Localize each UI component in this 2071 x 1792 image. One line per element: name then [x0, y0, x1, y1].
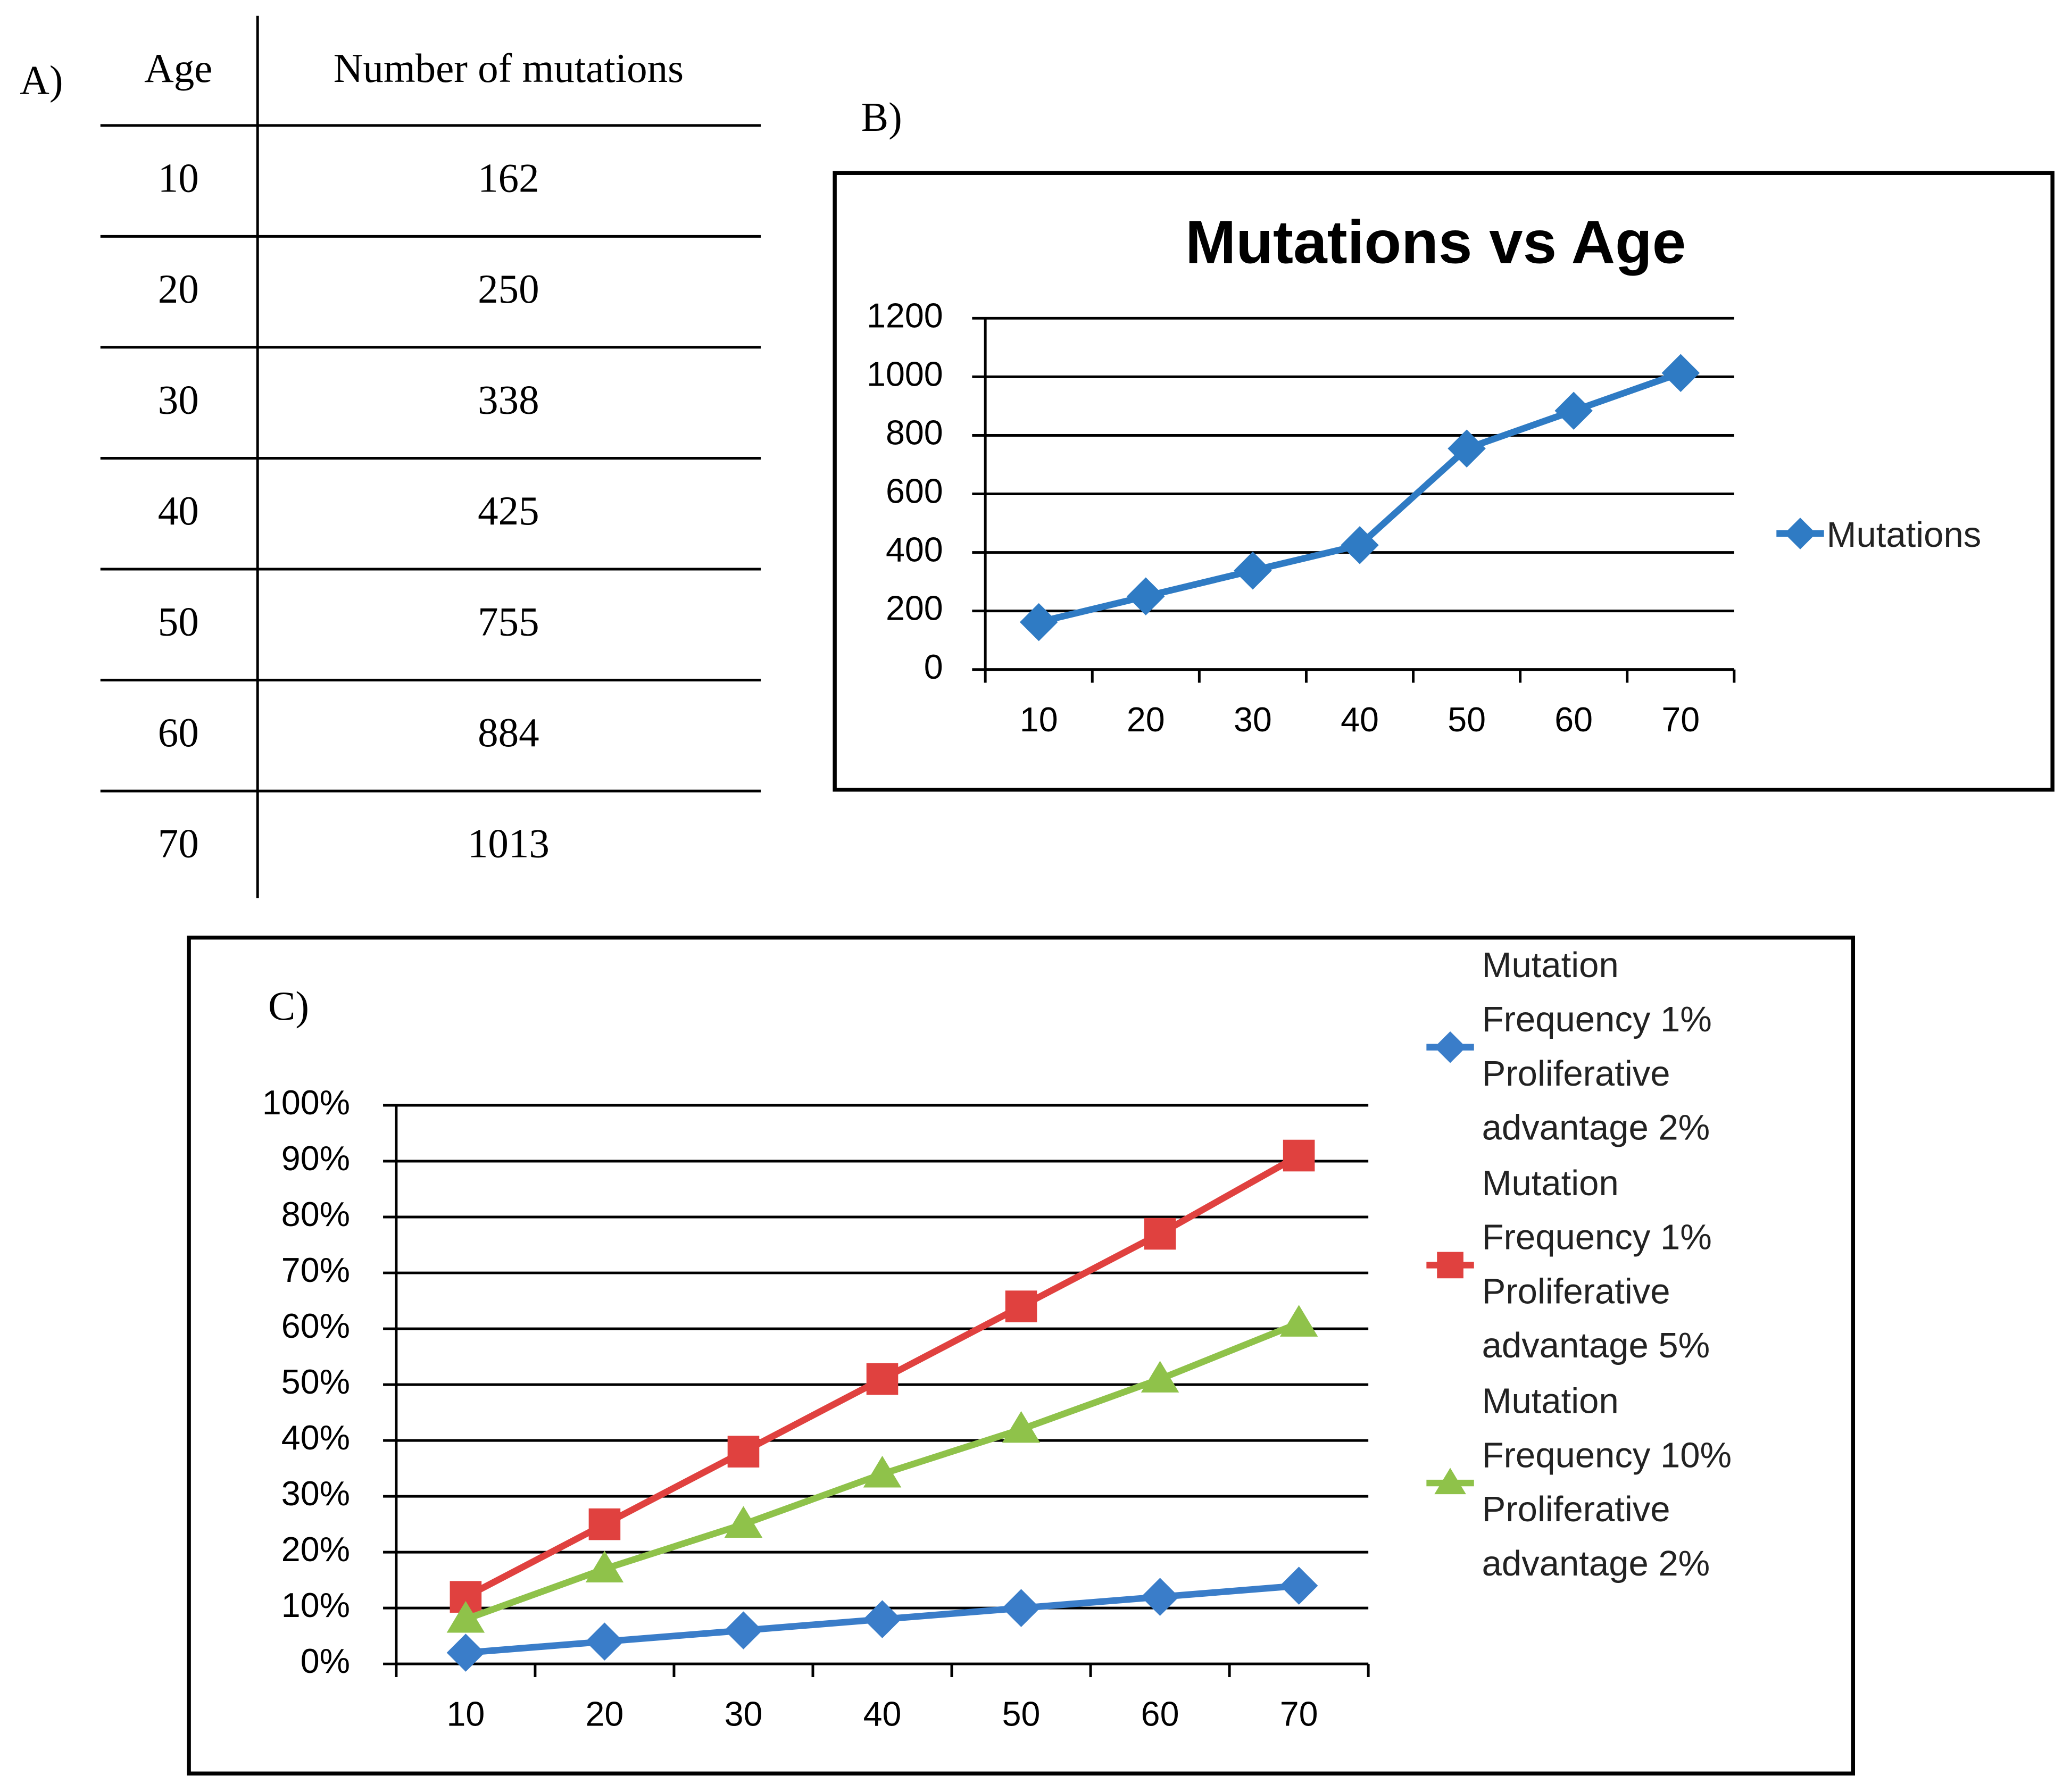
y-tick-label: 70%	[281, 1251, 350, 1289]
y-tick-label: 10%	[281, 1586, 350, 1624]
marker	[727, 1436, 760, 1468]
x-tick-label: 40	[1341, 701, 1379, 739]
table-cell: 884	[478, 710, 539, 755]
table-cell: 30	[158, 377, 199, 422]
y-tick-label: 0%	[301, 1642, 350, 1680]
marker	[724, 1611, 763, 1649]
marker	[863, 1600, 902, 1638]
chart-title: Mutations vs Age	[1185, 209, 1686, 276]
marker	[446, 1601, 485, 1633]
x-tick-label: 70	[1280, 1695, 1318, 1733]
marker	[1141, 1578, 1179, 1616]
marker	[585, 1622, 624, 1661]
marker	[1279, 1305, 1318, 1337]
table-cell: 338	[478, 377, 539, 422]
y-tick-label: 200	[886, 589, 943, 628]
y-tick-label: 0	[924, 648, 943, 686]
y-tick-label: 40%	[281, 1419, 350, 1457]
y-tick-label: 20%	[281, 1530, 350, 1569]
y-tick-label: 600	[886, 472, 943, 511]
marker	[1005, 1290, 1037, 1322]
y-tick-label: 1200	[867, 296, 943, 335]
panel-label: C)	[268, 983, 309, 1029]
marker	[724, 1506, 763, 1538]
table-header: Number of mutations	[334, 45, 684, 91]
legend-marker	[1784, 518, 1816, 549]
y-tick-label: 800	[886, 414, 943, 452]
marker	[1283, 1139, 1315, 1172]
legend-marker	[1437, 1252, 1463, 1279]
table-cell: 70	[158, 821, 199, 866]
legend-label: Mutation Frequency 1% Proliferative adva…	[1482, 1163, 1712, 1366]
x-tick-label: 10	[447, 1695, 485, 1733]
chart-frame	[833, 171, 2055, 792]
table-cell: 10	[158, 155, 199, 201]
table-cell: 50	[158, 598, 199, 644]
marker	[588, 1508, 621, 1540]
table-cell: 250	[478, 266, 539, 312]
legend-marker	[1434, 1031, 1466, 1063]
y-tick-label: 100%	[262, 1083, 350, 1122]
y-tick-label: 60%	[281, 1307, 350, 1345]
table-cell: 755	[478, 598, 539, 644]
y-tick-label: 50%	[281, 1363, 350, 1401]
marker	[1002, 1411, 1041, 1443]
marker	[1141, 1361, 1179, 1393]
y-tick-label: 90%	[281, 1139, 350, 1178]
y-tick-label: 80%	[281, 1195, 350, 1233]
x-tick-label: 30	[725, 1695, 763, 1733]
legend-marker	[1434, 1468, 1466, 1495]
legend-entry: Mutations	[1826, 515, 1982, 555]
marker	[1019, 603, 1058, 641]
x-tick-label: 50	[1002, 1695, 1041, 1733]
marker	[446, 1633, 485, 1672]
marker	[1554, 391, 1593, 430]
x-tick-label: 50	[1448, 701, 1486, 739]
x-tick-label: 60	[1554, 701, 1593, 739]
marker	[866, 1363, 899, 1395]
table-cell: 20	[158, 266, 199, 312]
legend-entry: Mutation Frequency 1% Proliferative adva…	[1482, 945, 1712, 1148]
x-tick-label: 70	[1661, 701, 1700, 739]
x-tick-label: 20	[1127, 701, 1165, 739]
panel-label: B)	[861, 94, 902, 140]
marker	[863, 1455, 902, 1488]
y-tick-label: 1000	[867, 355, 943, 393]
chart-frame	[187, 935, 1856, 1776]
legend-label: Mutations	[1826, 515, 1982, 555]
legend-entry: Mutation Frequency 10% Proliferative adv…	[1482, 1381, 1732, 1583]
table-cell: 1013	[468, 821, 550, 866]
marker	[585, 1551, 624, 1582]
legend-label: Mutation Frequency 1% Proliferative adva…	[1482, 945, 1712, 1148]
marker	[1127, 577, 1165, 615]
table-header: Age	[144, 45, 212, 91]
table-cell: 40	[158, 488, 199, 534]
panel-label: A)	[20, 57, 63, 103]
marker	[1144, 1218, 1176, 1250]
table-cell: 60	[158, 710, 199, 755]
x-tick-label: 60	[1141, 1695, 1179, 1733]
x-tick-label: 20	[586, 1695, 624, 1733]
x-tick-label: 40	[863, 1695, 902, 1733]
x-tick-label: 10	[1020, 701, 1058, 739]
legend-label: Mutation Frequency 10% Proliferative adv…	[1482, 1381, 1732, 1583]
legend-entry: Mutation Frequency 1% Proliferative adva…	[1482, 1163, 1712, 1366]
y-tick-label: 400	[886, 531, 943, 569]
x-tick-label: 30	[1234, 701, 1272, 739]
marker	[1279, 1566, 1318, 1605]
table-cell: 425	[478, 488, 539, 534]
marker	[1002, 1589, 1041, 1627]
marker	[1234, 551, 1272, 590]
table-cell: 162	[478, 155, 539, 201]
y-tick-label: 30%	[281, 1474, 350, 1513]
marker	[1661, 354, 1700, 392]
